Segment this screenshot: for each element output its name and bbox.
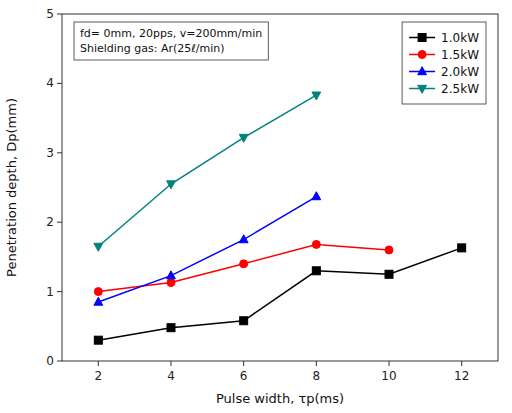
x-tick-label: 6 bbox=[240, 369, 248, 383]
legend-items: 1.0kW 1.5kW 2.0kW 2.5kW bbox=[409, 31, 479, 96]
data-point bbox=[167, 271, 176, 279]
legend-box bbox=[402, 22, 486, 104]
x-tick-label: 4 bbox=[167, 369, 175, 383]
x-tick bbox=[316, 361, 317, 366]
x-axis-label: Pulse width, τp(ms) bbox=[216, 391, 344, 406]
x-tick-label: 10 bbox=[381, 369, 396, 383]
y-axis-label: Penetration depth, Dp(mm) bbox=[4, 98, 19, 277]
y-tick bbox=[57, 222, 62, 223]
chart: 24681012012345Pulse width, τp(ms)Penetra… bbox=[0, 0, 512, 413]
y-tick bbox=[57, 14, 62, 15]
y-tick bbox=[57, 291, 62, 292]
legend-marker bbox=[418, 51, 426, 59]
x-tick-label: 8 bbox=[313, 369, 321, 383]
data-point bbox=[239, 235, 248, 243]
legend: 1.0kW 1.5kW 2.0kW 2.5kW bbox=[402, 22, 486, 104]
data-point bbox=[94, 297, 103, 305]
y-tick-label: 3 bbox=[46, 146, 54, 160]
legend-label: 2.0kW bbox=[441, 65, 479, 79]
y-tick-label: 4 bbox=[46, 76, 54, 90]
y-tick-label: 0 bbox=[46, 354, 54, 368]
annotation-box bbox=[74, 22, 268, 60]
data-point bbox=[167, 181, 176, 189]
data-point bbox=[167, 279, 175, 287]
y-tick-label: 5 bbox=[46, 7, 54, 21]
x-tick bbox=[98, 361, 99, 366]
plot-area bbox=[94, 92, 466, 344]
series-line bbox=[98, 95, 316, 246]
x-tick bbox=[389, 361, 390, 366]
data-point bbox=[312, 92, 321, 100]
data-point bbox=[94, 288, 102, 296]
y-tick-label: 2 bbox=[46, 215, 54, 229]
annotation-text: Shielding gas: Ar(25ℓ/min) bbox=[80, 42, 225, 55]
series-line bbox=[98, 248, 461, 340]
legend-marker bbox=[418, 34, 426, 42]
data-point bbox=[312, 267, 320, 275]
data-point bbox=[167, 324, 175, 332]
data-point bbox=[94, 243, 103, 251]
annotation: fd= 0mm, 20pps, v=200mm/min Shielding gas… bbox=[74, 22, 268, 60]
legend-marker bbox=[418, 85, 427, 93]
x-tick bbox=[171, 361, 172, 366]
annotation-text: fd= 0mm, 20pps, v=200mm/min bbox=[80, 27, 262, 40]
x-tick bbox=[243, 361, 244, 366]
x-tick bbox=[461, 361, 462, 366]
series-line bbox=[98, 244, 389, 291]
y-tick bbox=[57, 83, 62, 84]
series-line bbox=[98, 197, 316, 302]
plot-frame bbox=[62, 14, 498, 361]
y-tick bbox=[57, 152, 62, 153]
data-point bbox=[239, 134, 248, 142]
y-tick bbox=[57, 361, 62, 362]
data-point bbox=[312, 192, 321, 200]
legend-marker bbox=[418, 67, 427, 75]
legend-label: 2.5kW bbox=[441, 82, 479, 96]
data-point bbox=[240, 317, 248, 325]
data-point bbox=[94, 336, 102, 344]
data-point bbox=[240, 260, 248, 268]
legend-label: 1.0kW bbox=[441, 31, 479, 45]
data-point bbox=[458, 244, 466, 252]
data-point bbox=[385, 270, 393, 278]
data-point bbox=[312, 240, 320, 248]
legend-label: 1.5kW bbox=[441, 48, 479, 62]
y-tick-label: 1 bbox=[46, 285, 54, 299]
x-tick-label: 2 bbox=[95, 369, 103, 383]
data-point bbox=[385, 246, 393, 254]
x-tick-label: 12 bbox=[454, 369, 469, 383]
